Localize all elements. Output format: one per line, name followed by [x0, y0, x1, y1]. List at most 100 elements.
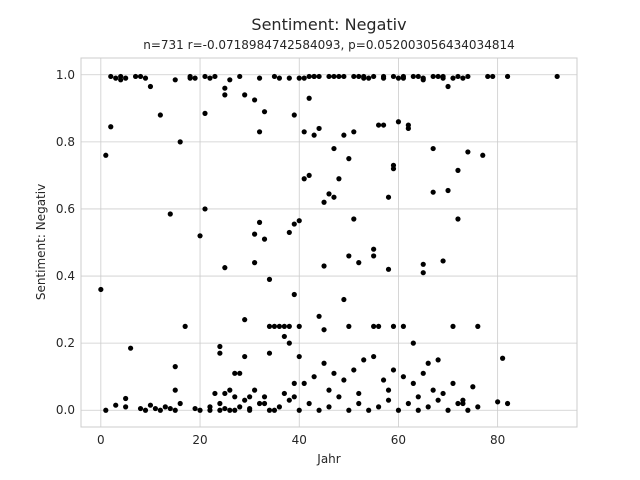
scatter-point	[296, 218, 302, 224]
scatter-point	[217, 407, 223, 413]
scatter-point	[261, 236, 268, 242]
scatter-point	[495, 399, 501, 405]
scatter-point	[291, 112, 297, 118]
scatter-point	[202, 206, 208, 212]
scatter-point	[415, 407, 421, 413]
scatter-point	[351, 367, 357, 373]
scatter-point	[247, 407, 253, 413]
scatter-point	[366, 75, 372, 81]
scatter-point	[266, 276, 273, 282]
scatter-point	[306, 172, 312, 179]
scatter-point	[252, 260, 258, 266]
scatter-point	[390, 367, 397, 373]
scatter-point	[197, 233, 203, 239]
scatter-point	[331, 370, 337, 376]
scatter-point	[291, 380, 297, 386]
scatter-point	[376, 122, 382, 128]
scatter-point	[425, 360, 431, 366]
scatter-point	[376, 323, 382, 329]
scatter-point	[415, 73, 421, 80]
scatter-point	[311, 73, 317, 80]
plot-frame	[80, 57, 578, 428]
scatter-point	[380, 75, 387, 81]
scatter-point	[356, 260, 362, 266]
scatter-point	[371, 323, 377, 329]
scatter-point	[306, 95, 312, 101]
scatter-point	[435, 73, 441, 80]
scatter-point	[256, 219, 263, 225]
scatter-point	[400, 75, 406, 81]
scatter-point	[242, 317, 248, 323]
scatter-point	[237, 370, 243, 376]
scatter-point	[301, 129, 307, 135]
x-tick-label: 20	[192, 433, 207, 447]
scatter-point	[147, 83, 154, 90]
x-axis-label: Jahr	[316, 452, 340, 466]
scatter-point	[222, 265, 228, 271]
scatter-point	[341, 73, 347, 80]
scatter-point	[356, 390, 362, 397]
scatter-point	[172, 407, 178, 413]
scatter-point	[385, 387, 392, 393]
scatter-point	[266, 323, 273, 329]
scatter-point	[455, 167, 461, 173]
scatter-point	[242, 92, 248, 98]
scatter-point	[123, 75, 129, 81]
scatter-point	[346, 407, 352, 413]
scatter-point	[301, 176, 307, 182]
scatter-point	[500, 355, 506, 361]
scatter-point	[490, 73, 496, 80]
scatter-point	[276, 75, 282, 81]
scatter-point	[128, 345, 134, 351]
scatter-point	[400, 374, 406, 380]
scatter-point	[485, 73, 491, 80]
scatter-point	[390, 162, 397, 168]
scatter-point	[395, 75, 402, 81]
scatter-point	[286, 229, 292, 236]
scatter-point	[316, 125, 322, 132]
scatter-point	[356, 400, 362, 407]
scatter-point	[182, 323, 188, 329]
y-tick-label: 0.6	[56, 202, 75, 216]
scatter-point	[440, 390, 446, 397]
scatter-point	[306, 73, 312, 80]
scatter-point	[237, 73, 243, 80]
scatter-point	[420, 370, 426, 376]
scatter-point	[321, 327, 327, 333]
scatter-point	[217, 343, 223, 350]
scatter-point	[232, 394, 238, 400]
scatter-point	[232, 370, 238, 376]
scatter-point	[361, 73, 367, 80]
scatter-point	[212, 73, 218, 80]
scatter-point	[192, 405, 198, 412]
scatter-point	[445, 83, 451, 90]
scatter-point	[296, 353, 302, 360]
scatter-point	[361, 357, 367, 363]
scatter-point	[371, 353, 377, 360]
scatter-point	[197, 407, 203, 413]
tick-labels: 0 20 40 60 80 0.0 0.2 0.4 0.6 0.8 1.0	[56, 68, 505, 447]
scatter-point	[157, 112, 163, 118]
scatter-point	[222, 85, 228, 91]
scatter-point	[227, 407, 233, 413]
scatter-point	[217, 400, 223, 407]
scatter-point	[405, 400, 411, 407]
scatter-point	[410, 73, 416, 80]
scatter-point	[202, 73, 208, 80]
scatter-point	[247, 394, 253, 400]
scatter-point	[142, 75, 149, 81]
scatter-point	[237, 404, 243, 410]
scatter-point	[108, 73, 114, 80]
chart-subtitle: n=731 r=-0.0718984742584093, p=0.0520030…	[143, 38, 514, 52]
scatter-point	[281, 323, 287, 329]
grid-lines	[81, 58, 577, 427]
scatter-point	[465, 149, 471, 155]
scatter-point	[385, 266, 392, 272]
scatter-point	[475, 323, 481, 329]
scatter-point	[385, 397, 392, 403]
scatter-point	[301, 75, 307, 81]
scatter-point	[480, 152, 486, 158]
scatter-point	[465, 73, 471, 80]
scatter-point	[371, 246, 377, 252]
scatter-point	[475, 404, 481, 410]
